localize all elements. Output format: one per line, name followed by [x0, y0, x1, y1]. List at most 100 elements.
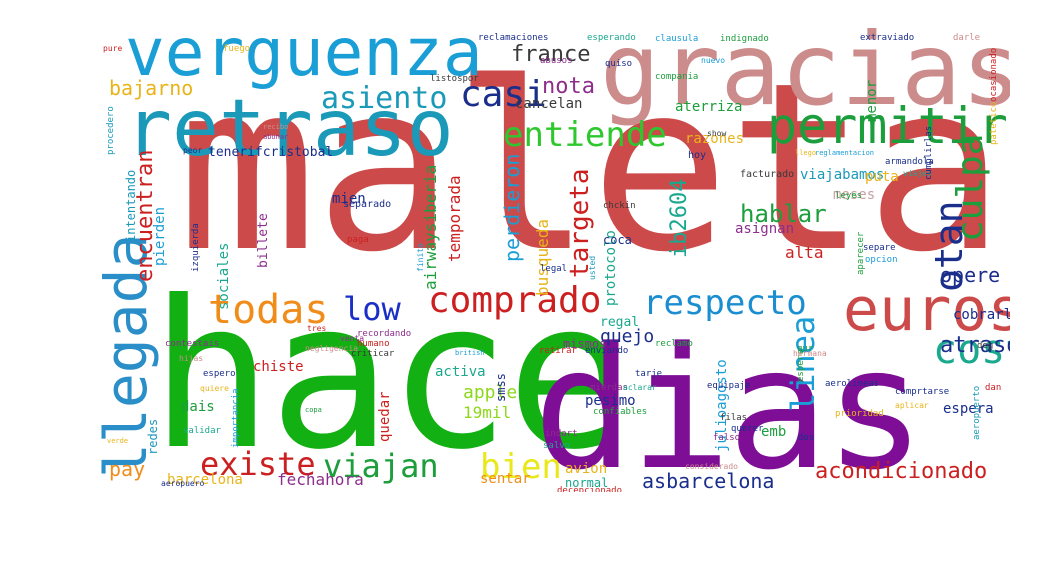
word-chckin: chckin — [603, 201, 636, 211]
word-contestais: contestais — [165, 339, 220, 349]
word-llego: llego — [795, 149, 817, 157]
word-ocasionado: ocasionado — [989, 47, 999, 102]
word-leyes: leyes — [835, 191, 863, 201]
word-pay: pay — [109, 457, 146, 481]
word-euros: euros — [843, 275, 1010, 345]
word-temporada: temporada — [445, 175, 464, 262]
word-asbarcelona: asbarcelona — [642, 469, 775, 492]
word-normal: normal — [565, 476, 609, 490]
word-aplicar: aplicar — [895, 401, 929, 410]
word-recibo: recibo — [263, 123, 289, 131]
word-razones: razones — [685, 131, 745, 147]
word-smss: smss — [494, 373, 508, 402]
word-hijas: hijas — [179, 354, 204, 363]
word-querer: querer — [731, 424, 764, 434]
word-paga: paga — [347, 235, 369, 245]
word-dias: dias — [533, 311, 926, 492]
word-indignado: indignado — [720, 34, 769, 44]
word-maleta: maleta — [177, 33, 1005, 303]
word-asignan: asignan — [735, 221, 795, 237]
word-permitir: permitir — [767, 97, 1008, 155]
word-retraso: retraso — [125, 84, 454, 174]
word-viajan: viajan — [323, 447, 439, 485]
word-bajarno: bajarno — [109, 76, 194, 100]
word-atraso: atraso — [940, 333, 1010, 358]
word-negligencia: negligencia — [305, 344, 358, 353]
word-cost: cost — [933, 327, 1010, 373]
word-filas: filas — [720, 413, 748, 423]
word-reclamo: reclamo — [655, 339, 693, 349]
word-entiende: entiende — [503, 115, 667, 155]
word-casi: casi — [460, 74, 547, 115]
word-venta: venta — [340, 334, 365, 343]
word-confiables: confiables — [593, 407, 648, 417]
word-procedero: procedero — [106, 106, 116, 155]
word-tenerifcristobal: tenerifcristobal — [208, 145, 334, 160]
word-aerolineas: aerolineas — [825, 379, 880, 389]
word-dan: dan — [985, 383, 1002, 393]
word-billete: billete — [256, 213, 271, 268]
word-perdieron: perdieron — [500, 153, 524, 262]
word-compania: compania — [655, 72, 699, 82]
word-todas: todas — [208, 287, 329, 333]
word-verde: verde — [107, 437, 129, 445]
word-mierdas: mierdas — [590, 383, 628, 393]
word-extraviado: extraviado — [860, 33, 915, 43]
word-criticar: criticar — [351, 349, 395, 359]
word-indart: indart — [545, 429, 578, 439]
word-mien: mien — [332, 191, 366, 207]
word-respecto: respecto — [643, 283, 807, 323]
word-verguenza: verguenza — [125, 14, 483, 91]
word-puta: puta — [865, 169, 899, 185]
word-opere: opere — [940, 263, 1001, 287]
word-hoy: hoy — [688, 150, 707, 161]
word-quiere: quiere — [200, 384, 229, 393]
word-falso: falso — [713, 433, 741, 443]
word-quedar: quedar — [377, 391, 393, 442]
word-peor: peor — [183, 146, 203, 155]
word-fechahora: fechahora — [277, 470, 364, 489]
word-dos: dos — [798, 433, 815, 443]
word-copa: copa — [305, 406, 322, 414]
word-asiento: asiento — [321, 81, 448, 116]
word-nuevo: nuevo — [701, 56, 726, 65]
word-hermana: hermana — [793, 349, 827, 358]
word-ib2604: ib2604 — [667, 178, 692, 258]
word-viajes: viajes — [903, 169, 932, 178]
word-validar: validar — [183, 426, 221, 436]
word-airwaysiberia: airwaysiberia — [421, 164, 440, 290]
word-aterriza: aterriza — [675, 99, 743, 115]
word-abonar: abonar — [263, 133, 289, 141]
word-enviando: enviando — [585, 346, 629, 356]
word-pure: pure — [103, 44, 123, 53]
word-hablar: hablar — [740, 200, 827, 228]
word-prioridad: prioridad — [835, 409, 884, 419]
word-meses: meses — [833, 187, 876, 203]
word-fuego: fuego — [223, 44, 251, 54]
word-abusos: abusos — [540, 56, 573, 66]
word-19mil: 19mil — [463, 403, 512, 422]
word-comprtarse: comprtarse — [895, 387, 950, 397]
word-show: show — [707, 129, 727, 138]
word-tarje: tarje — [635, 369, 663, 379]
word-aclarar: aclarar — [623, 383, 657, 392]
word-esperando: esperando — [587, 33, 636, 43]
word-salvo: salvo — [543, 441, 571, 451]
word-alta: alta — [785, 243, 824, 262]
word-busqueda: busqueda — [533, 218, 552, 296]
word-sentar: sentar — [480, 471, 531, 487]
word-gracias: gracias — [600, 11, 1010, 128]
word-avion: avion — [565, 461, 608, 477]
word-mismos: mismos — [563, 337, 607, 351]
word-reglamentacion: reglamentacion — [815, 149, 875, 157]
word-quejo: quejo — [600, 326, 655, 347]
word-coca: coca — [603, 233, 632, 247]
word-espera: espera — [943, 401, 994, 417]
word-humano: humano — [357, 339, 390, 349]
word-dais: dais — [181, 399, 215, 415]
word-izquierda: izquierda — [191, 223, 201, 272]
word-aparecer: aparecer — [856, 231, 866, 275]
word-apple: apple — [463, 382, 518, 403]
word-nota: nota — [542, 74, 595, 99]
